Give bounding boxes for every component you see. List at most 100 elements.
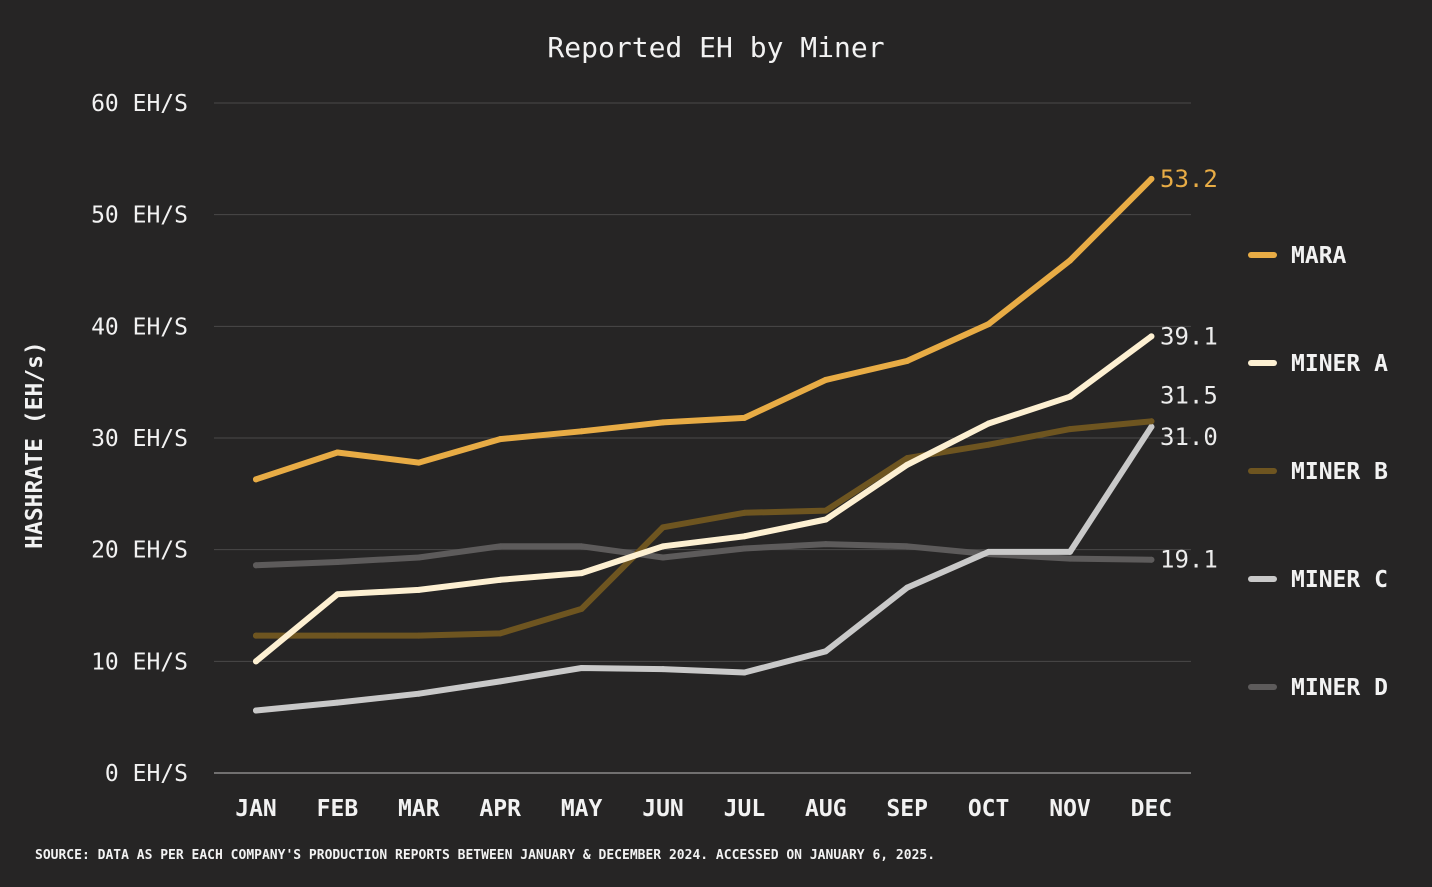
data-point — [660, 419, 666, 426]
data-point — [415, 690, 422, 697]
data-point — [904, 584, 911, 591]
x-tick-label: FEB — [317, 796, 359, 822]
data-point — [334, 632, 341, 639]
data-point — [822, 516, 829, 523]
data-point — [660, 666, 666, 673]
legend-label: MINER C — [1291, 567, 1388, 593]
data-point — [985, 321, 992, 328]
x-tick-label: MAR — [398, 796, 440, 822]
data-point — [415, 586, 422, 593]
legend-label: MARA — [1291, 243, 1347, 269]
data-point — [253, 632, 259, 639]
x-tick-label: JUN — [642, 796, 684, 822]
data-point — [334, 591, 341, 598]
data-point — [741, 509, 748, 516]
data-point — [497, 576, 504, 583]
data-point — [497, 678, 504, 685]
source-note: SOURCE: DATA AS PER EACH COMPANY'S PRODU… — [35, 848, 935, 863]
data-point — [334, 558, 341, 565]
data-point — [1067, 426, 1073, 433]
data-point — [660, 524, 666, 531]
end-value-labels: 53.2 39.1 31.5 31.0 19.1 — [1160, 165, 1218, 574]
y-tick-label: 40 EH/S — [91, 314, 188, 340]
data-point — [1148, 556, 1155, 563]
y-tick-label: 10 EH/S — [91, 649, 188, 675]
data-point — [985, 420, 992, 427]
data-point — [1148, 333, 1155, 340]
series-line-miner-a — [253, 333, 1155, 665]
data-point — [578, 570, 585, 577]
data-point — [1148, 423, 1155, 430]
data-point — [1067, 548, 1073, 555]
data-point — [660, 543, 666, 550]
grid-lines — [214, 102, 1191, 774]
data-point — [822, 507, 829, 514]
data-point — [578, 543, 585, 550]
data-point — [904, 357, 911, 364]
legend-label: MINER B — [1291, 459, 1388, 485]
x-tick-label: AUG — [805, 796, 847, 822]
x-tick-label: NOV — [1049, 796, 1091, 822]
data-point — [578, 665, 585, 672]
data-point — [822, 376, 829, 383]
data-point — [904, 455, 911, 462]
data-point — [822, 541, 829, 548]
data-point — [497, 630, 504, 637]
data-point — [985, 441, 992, 448]
data-point — [415, 554, 422, 561]
data-point — [334, 449, 341, 456]
data-point — [741, 669, 748, 676]
data-point — [985, 548, 992, 555]
series-lines — [253, 175, 1155, 714]
data-point — [1067, 257, 1073, 264]
legend-label: MINER D — [1291, 675, 1388, 701]
x-tick-labels: JAN FEB MAR APR MAY JUN JUL AUG SEP OCT NOV DEC — [235, 796, 1172, 822]
y-axis-label: HASHRATE (EH/s) — [22, 341, 48, 549]
x-tick-label: DEC — [1131, 796, 1173, 822]
data-point — [1148, 418, 1155, 425]
y-tick-label: 50 EH/S — [91, 203, 188, 229]
data-point — [497, 543, 504, 550]
x-tick-label: APR — [479, 796, 521, 822]
data-point — [1067, 393, 1073, 400]
legend: MARA MINER A MINER B MINER C MINER D — [1248, 243, 1388, 701]
data-point — [904, 543, 911, 550]
data-point — [741, 533, 748, 540]
y-tick-label: 0 EH/S — [105, 761, 188, 787]
data-point — [904, 461, 911, 468]
end-value-label: 53.2 — [1160, 165, 1218, 193]
data-point — [334, 699, 341, 706]
data-point — [253, 562, 259, 569]
y-tick-labels: 0 EH/S 10 EH/S 20 EH/S 30 EH/S 40 EH/S 50 EH/… — [91, 91, 188, 787]
y-tick-label: 30 EH/S — [91, 426, 188, 452]
data-point — [1067, 555, 1073, 562]
data-point — [578, 605, 585, 612]
data-point — [822, 648, 829, 655]
data-point — [415, 632, 422, 639]
end-value-label: 19.1 — [1160, 546, 1218, 574]
chart-title: Reported EH by Miner — [547, 31, 884, 64]
data-point — [497, 436, 504, 443]
x-tick-label: JUL — [724, 796, 766, 822]
data-point — [415, 459, 422, 466]
data-point — [1148, 175, 1155, 182]
data-point — [660, 554, 666, 561]
data-point — [741, 414, 748, 421]
end-value-label: 31.0 — [1160, 423, 1218, 451]
x-tick-label: MAY — [561, 796, 603, 822]
end-value-label: 39.1 — [1160, 322, 1218, 350]
data-point — [253, 476, 259, 483]
series-line-miner-b — [253, 418, 1155, 639]
series-line-miner-c — [253, 423, 1155, 714]
end-value-label: 31.5 — [1160, 381, 1218, 409]
data-point — [578, 428, 585, 435]
data-point — [253, 707, 259, 714]
y-tick-label: 60 EH/S — [91, 91, 188, 117]
series-line-mara — [253, 175, 1155, 483]
data-point — [741, 545, 748, 552]
legend-label: MINER A — [1291, 351, 1388, 377]
y-tick-label: 20 EH/S — [91, 538, 188, 564]
x-tick-label: OCT — [968, 796, 1010, 822]
